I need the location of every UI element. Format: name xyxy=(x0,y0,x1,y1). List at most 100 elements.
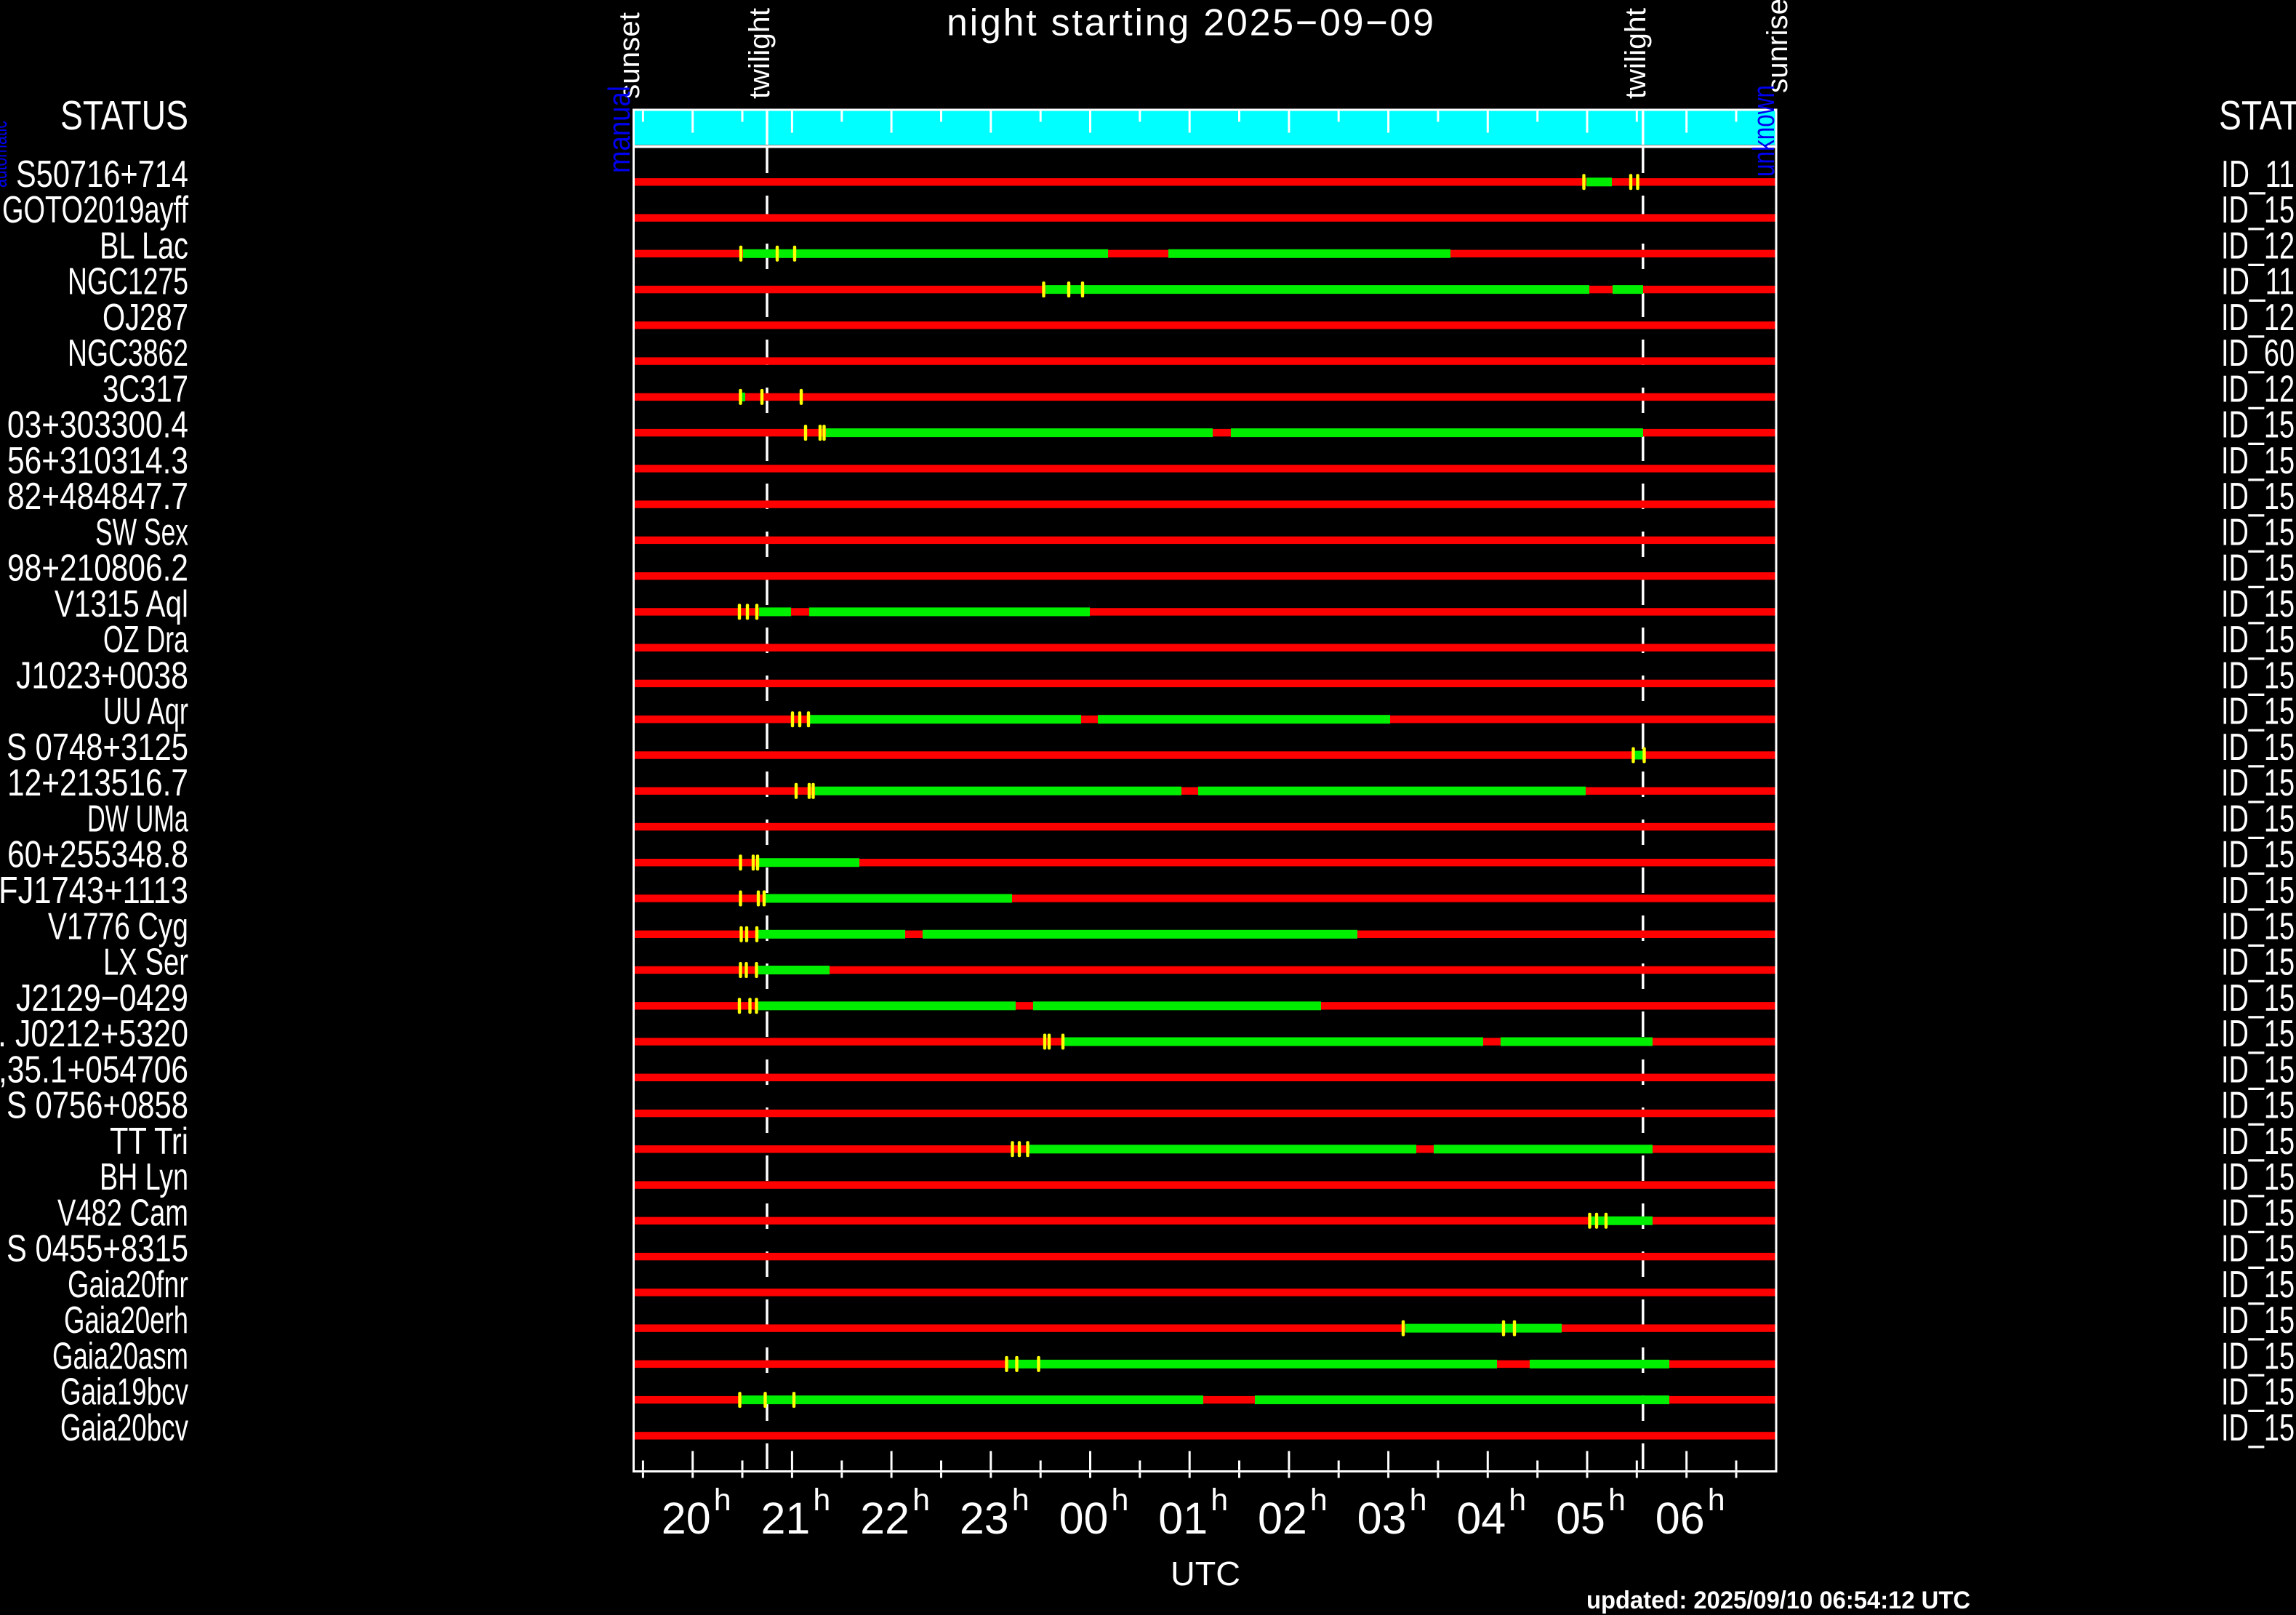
svg-text:Gaia20fnr: Gaia20fnr xyxy=(68,1264,188,1306)
svg-text:h: h xyxy=(1509,1483,1526,1518)
svg-text:h: h xyxy=(1112,1483,1129,1518)
svg-text:12+213516.7: 12+213516.7 xyxy=(7,762,188,804)
svg-text:ID_11: ID_11 xyxy=(2221,261,2295,303)
svg-text:56+310314.3: 56+310314.3 xyxy=(7,440,188,482)
svg-text:DW UMa: DW UMa xyxy=(87,798,188,841)
svg-text:h: h xyxy=(1608,1483,1626,1518)
svg-text:ID_15: ID_15 xyxy=(2221,1013,2295,1055)
svg-text:automatic: automatic xyxy=(0,121,12,188)
svg-text:updated: 2025/09/10 06:54:12 U: updated: 2025/09/10 06:54:12 UTC xyxy=(1586,1587,1970,1614)
svg-text:ID_15: ID_15 xyxy=(2221,691,2295,733)
svg-text:S 0748+3125: S 0748+3125 xyxy=(7,726,188,769)
svg-text:S 0455+8315: S 0455+8315 xyxy=(7,1228,188,1270)
svg-text:UTC: UTC xyxy=(1171,1555,1240,1592)
svg-text:h: h xyxy=(1310,1483,1328,1518)
svg-text:ID_15: ID_15 xyxy=(2221,1192,2295,1234)
svg-text:GOTO2019ayff: GOTO2019ayff xyxy=(2,189,188,231)
svg-text:ID_15: ID_15 xyxy=(2221,1407,2295,1449)
svg-text:V1776 Cyg: V1776 Cyg xyxy=(48,905,188,947)
svg-text:ID_15: ID_15 xyxy=(2221,189,2295,231)
svg-text:Gaia20bcv: Gaia20bcv xyxy=(60,1407,188,1449)
svg-text:S50716+714: S50716+714 xyxy=(16,153,188,196)
svg-text:ID_11: ID_11 xyxy=(2221,153,2295,196)
svg-text:02: 02 xyxy=(1258,1494,1307,1543)
svg-text:ID_15: ID_15 xyxy=(2221,548,2295,590)
svg-text:ID_12: ID_12 xyxy=(2221,225,2295,267)
svg-text:ID_15: ID_15 xyxy=(2221,942,2295,984)
svg-text:STATUS: STATUS xyxy=(2219,92,2296,139)
svg-text:ID_15: ID_15 xyxy=(2221,977,2295,1019)
svg-text:V1315 Aql: V1315 Aql xyxy=(55,583,188,625)
svg-text:h: h xyxy=(813,1483,830,1518)
svg-text:ID_15: ID_15 xyxy=(2221,1299,2295,1342)
svg-text:03: 03 xyxy=(1357,1494,1407,1543)
svg-text:00: 00 xyxy=(1059,1494,1109,1543)
svg-text:STATUS: STATUS xyxy=(60,92,188,139)
svg-text:,35.1+054706: ,35.1+054706 xyxy=(0,1049,188,1091)
svg-text:J1023+0038: J1023+0038 xyxy=(16,654,188,697)
svg-text:SW Sex: SW Sex xyxy=(95,511,188,553)
svg-text:BL Lac: BL Lac xyxy=(100,225,188,267)
svg-text:20: 20 xyxy=(662,1494,711,1543)
svg-text:ID_15: ID_15 xyxy=(2221,834,2295,876)
svg-text:01: 01 xyxy=(1158,1494,1208,1543)
svg-text:ID_15: ID_15 xyxy=(2221,1228,2295,1270)
svg-text:FJ1743+1113: FJ1743+1113 xyxy=(0,870,188,912)
svg-text:ID_15: ID_15 xyxy=(2221,870,2295,912)
svg-text:23: 23 xyxy=(960,1494,1009,1543)
svg-text:ID_15: ID_15 xyxy=(2221,905,2295,947)
svg-text:ID_60: ID_60 xyxy=(2221,332,2295,374)
svg-text:sunset: sunset xyxy=(614,12,646,99)
svg-text:OZ Dra: OZ Dra xyxy=(103,619,188,661)
svg-text:ID_15: ID_15 xyxy=(2221,1371,2295,1414)
svg-text:ID_15: ID_15 xyxy=(2221,798,2295,841)
svg-text:82+484847.7: 82+484847.7 xyxy=(7,476,188,518)
svg-text:22: 22 xyxy=(860,1494,910,1543)
svg-text:BH Lyn: BH Lyn xyxy=(100,1156,188,1198)
svg-text:04: 04 xyxy=(1456,1494,1506,1543)
svg-text:ID_15: ID_15 xyxy=(2221,1121,2295,1163)
svg-text:03+303300.4: 03+303300.4 xyxy=(7,404,188,446)
svg-text:ID_15: ID_15 xyxy=(2221,440,2295,482)
svg-text:98+210806.2: 98+210806.2 xyxy=(7,548,188,590)
svg-text:NGC3862: NGC3862 xyxy=(68,332,188,374)
svg-text:twilight: twilight xyxy=(744,8,776,99)
svg-text:ID_15: ID_15 xyxy=(2221,619,2295,661)
svg-text:21: 21 xyxy=(760,1494,810,1543)
svg-text:NGC1275: NGC1275 xyxy=(68,261,188,303)
svg-text:60+255348.8: 60+255348.8 xyxy=(7,834,188,876)
svg-text:h: h xyxy=(1708,1483,1725,1518)
svg-text:Gaia20asm: Gaia20asm xyxy=(52,1335,188,1377)
svg-text:unknown: unknown xyxy=(1746,85,1781,177)
svg-text:h: h xyxy=(1211,1483,1228,1518)
svg-text:05: 05 xyxy=(1556,1494,1605,1543)
svg-text:ID_15: ID_15 xyxy=(2221,1085,2295,1127)
svg-text:manual: manual xyxy=(602,86,636,173)
svg-text:ID_15: ID_15 xyxy=(2221,1156,2295,1198)
svg-text:ID_15: ID_15 xyxy=(2221,1049,2295,1091)
svg-text:h: h xyxy=(912,1483,930,1518)
svg-text:h: h xyxy=(1410,1483,1427,1518)
svg-text:S 0756+0858: S 0756+0858 xyxy=(7,1085,188,1127)
svg-text:ID_15: ID_15 xyxy=(2221,1264,2295,1306)
svg-text:h: h xyxy=(1012,1483,1029,1518)
svg-text:. J0212+5320: . J0212+5320 xyxy=(0,1013,188,1055)
svg-text:ID_15: ID_15 xyxy=(2221,1335,2295,1377)
svg-text:06: 06 xyxy=(1655,1494,1705,1543)
svg-text:TT Tri: TT Tri xyxy=(110,1121,188,1163)
svg-text:ID_15: ID_15 xyxy=(2221,762,2295,804)
svg-text:twilight: twilight xyxy=(1620,8,1652,99)
svg-text:J2129−0429: J2129−0429 xyxy=(16,977,188,1019)
svg-text:ID_15: ID_15 xyxy=(2221,476,2295,518)
svg-text:ID_15: ID_15 xyxy=(2221,404,2295,446)
svg-text:Gaia19bcv: Gaia19bcv xyxy=(60,1371,188,1414)
svg-text:Gaia20erh: Gaia20erh xyxy=(64,1299,188,1342)
svg-text:UU Aqr: UU Aqr xyxy=(103,691,188,733)
svg-text:ID_15: ID_15 xyxy=(2221,726,2295,769)
svg-text:ID_12: ID_12 xyxy=(2221,297,2295,339)
svg-text:OJ287: OJ287 xyxy=(103,297,188,339)
svg-text:ID_15: ID_15 xyxy=(2221,511,2295,553)
svg-text:V482 Cam: V482 Cam xyxy=(57,1192,188,1234)
svg-text:3C317: 3C317 xyxy=(103,368,188,410)
svg-text:ID_12: ID_12 xyxy=(2221,368,2295,410)
